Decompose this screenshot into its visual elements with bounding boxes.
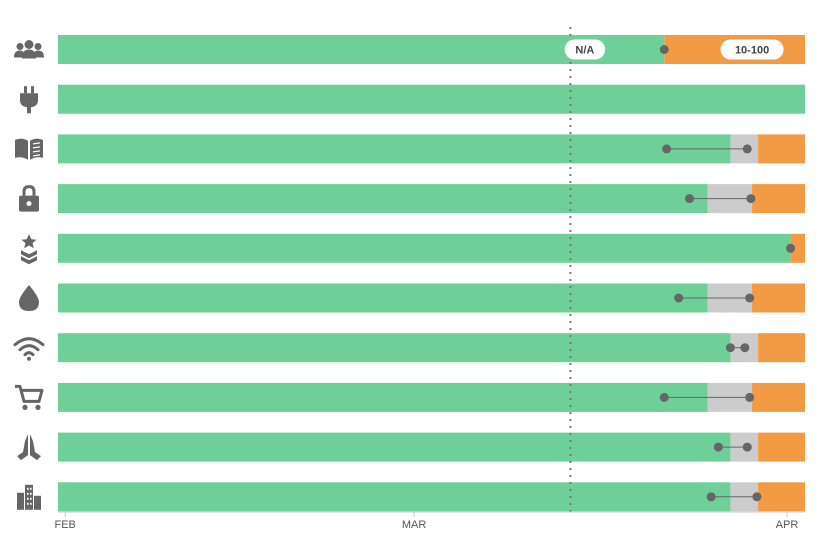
marker-dot	[746, 194, 756, 204]
marker-dot	[725, 343, 735, 353]
marker-dot	[659, 392, 669, 402]
x-tick-label: FEB	[55, 519, 76, 531]
bars	[58, 35, 805, 512]
bar-orange	[758, 432, 805, 462]
bar-orange	[752, 283, 805, 313]
markers	[659, 45, 796, 502]
bar-orange	[752, 382, 805, 412]
marker-dot	[745, 293, 755, 303]
medal-icon	[21, 234, 37, 265]
bar-green	[58, 35, 665, 64]
cart-icon	[15, 384, 44, 410]
city-icon	[17, 484, 41, 510]
bar-orange	[758, 134, 805, 164]
bar-orange	[790, 233, 805, 263]
x-tick-label: APR	[776, 519, 799, 531]
marker-dot	[685, 194, 695, 204]
marker-dot	[742, 144, 752, 154]
bar-green	[58, 134, 731, 164]
bar-green	[58, 184, 708, 214]
bar-green	[58, 283, 708, 313]
bar-green	[58, 333, 731, 363]
marker-dot	[740, 343, 750, 353]
reference-line-layer: N/A 10-100	[564, 27, 784, 512]
wifi-icon	[13, 337, 45, 361]
drop-icon	[19, 285, 39, 311]
annotation-text: 10-100	[735, 45, 769, 57]
bar-orange	[758, 482, 805, 512]
marker-dot	[659, 45, 669, 54]
praying-hands-icon	[17, 434, 41, 461]
x-tick-label: MAR	[402, 519, 427, 531]
marker-dot	[752, 492, 762, 502]
plug-icon	[20, 86, 38, 114]
people-icon	[14, 40, 44, 59]
annotation-badge	[720, 39, 784, 60]
x-axis: FEB MAR APR	[55, 511, 805, 531]
annotation-text: N/A	[575, 45, 594, 57]
marker-dot	[662, 144, 672, 154]
bar-green	[58, 482, 731, 512]
book-icon	[15, 138, 43, 160]
bar-green	[58, 432, 731, 462]
bar-orange	[752, 184, 805, 214]
marker-dot	[674, 293, 684, 303]
lock-icon	[19, 185, 39, 212]
bar-orange	[758, 333, 805, 363]
row-icons	[13, 40, 45, 510]
marker-dot	[745, 392, 755, 402]
marker-dot	[713, 442, 723, 452]
marker-dot	[706, 492, 716, 502]
annotation-badge	[564, 39, 606, 60]
bar-green	[58, 382, 708, 412]
bar-green	[58, 84, 805, 114]
bar-green	[58, 233, 791, 263]
marker-dot	[742, 442, 752, 452]
marker-dot	[786, 243, 796, 253]
